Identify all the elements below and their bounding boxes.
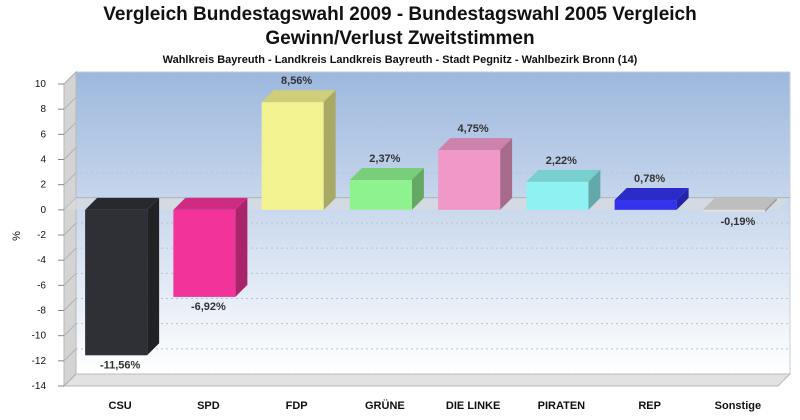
bar-top [349,168,424,181]
bar-top [173,197,248,210]
category-label: GRÜNE [365,399,405,412]
bar-top [438,138,513,151]
bar-front [85,209,148,356]
category-label: SPD [197,400,220,412]
bar-front [173,209,236,297]
grid-line-side [63,272,77,286]
bar-top [261,90,336,103]
grid-line-side [63,147,77,160]
bar-fdp [261,90,336,210]
y-tick-label: -6 [37,280,46,291]
floor [62,373,792,387]
chart-subtitle: Wahlkreis Bayreuth - Landkreis Landkreis… [162,54,638,66]
bar-side [411,168,424,210]
value-label: 2,22% [546,155,577,167]
y-tick-label: -12 [32,356,47,367]
category-labels: CSU SPD FDP GRÜNE DIE LINKE PIRATEN REP Sonstig… [109,399,762,412]
bar-side [147,197,160,356]
value-label: -0,19% [720,216,755,228]
y-tick-label: 0 [40,205,46,216]
bar-top [85,197,160,210]
bar-rep [614,188,689,210]
grid-line-side [63,348,77,362]
y-tick-label: -4 [37,255,46,266]
y-tick-label: -2 [37,230,46,241]
bar-die-linke [438,138,513,210]
value-label: 4,75% [458,123,489,135]
plot-area [62,70,792,388]
grid-line-side [63,222,77,236]
y-tick-label: -14 [32,381,47,392]
y-tick-label: 2 [40,180,46,191]
bar-spd [173,197,248,297]
chart-title: Vergleich Bundestagswahl 2009 - Bundesta… [103,4,697,25]
y-axis-ticks: 10 8 6 4 2 0 -2 -4 -6 -8 -10 -12 -14 [32,79,64,392]
bar-sonstige [702,197,777,213]
bar-side [764,197,777,213]
y-tick-label: 8 [40,104,46,115]
value-label: 2,37% [369,153,400,165]
y-tick-label: 6 [40,129,46,140]
grid-line-side [63,247,77,261]
bar-piraten [526,169,601,210]
bar-top [614,188,689,201]
y-tick-label: -10 [32,331,47,342]
value-label: 8,56% [281,75,312,87]
bar-side [676,188,689,210]
value-label: -11,56% [100,359,141,371]
bars [85,90,777,356]
bar-front [614,200,677,210]
grid-line-side [63,373,77,387]
category-label: CSU [109,400,132,412]
bar-side [500,138,513,210]
y-tick-label: 10 [35,79,47,90]
grid-line-side [63,71,77,85]
bar-side [235,197,248,297]
bar-front [526,181,589,210]
bar-front [438,150,501,210]
value-label: 0,78% [634,173,665,185]
grid-line-side [63,298,77,311]
grid-line-side [63,121,77,135]
grid-line-side [63,172,77,186]
bar-csu [85,197,160,356]
y-tick-label: -8 [37,306,46,317]
category-label: FDP [286,400,308,412]
category-label: Sonstige [715,400,761,412]
chart-title-line2: Gewinn/Verlust Zweitstimmen [265,28,535,49]
category-label: REP [638,400,661,412]
category-label: DIE LINKE [446,400,500,412]
grid-line-side [63,323,77,337]
bar-side [588,169,601,210]
y-tick-label: 4 [40,155,46,166]
y-axis-label: % [11,231,23,241]
bar-top [702,197,777,210]
category-label: PIRATEN [538,400,586,412]
bar-top [526,169,601,182]
value-label: -6,92% [191,301,226,313]
bar-front [261,102,324,210]
bar-grüne [349,168,424,210]
bar-side [323,90,336,210]
value-labels: -11,56% -6,92% 8,56% 2,37% 4,75% 2,22% 0,78% -0… [100,75,756,371]
bar-front [702,209,765,213]
grid-line-side [63,96,77,110]
bar-front [349,180,412,210]
